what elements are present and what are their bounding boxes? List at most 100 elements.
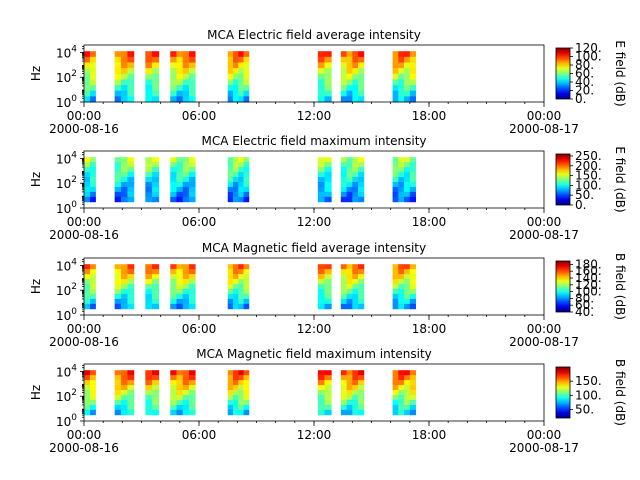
data-block: [227, 370, 250, 416]
heatmap-cell: [340, 385, 347, 391]
heatmap-cell: [227, 191, 234, 198]
heatmap-cell: [340, 370, 347, 376]
x-tick-time-label: 00:00: [527, 215, 562, 229]
heatmap-cell: [409, 96, 416, 103]
heatmap-cell: [176, 191, 184, 198]
heatmap-cell: [176, 172, 184, 178]
heatmap-cell: [238, 186, 244, 193]
heatmap-cell: [243, 385, 250, 391]
heatmap-cell: [392, 274, 399, 280]
heatmap-cell: [121, 162, 128, 168]
heatmap-cell: [346, 264, 353, 270]
heatmap-cell: [152, 90, 160, 97]
heatmap-cell: [409, 394, 416, 401]
heatmap-cell: [340, 167, 347, 173]
heatmap-cell: [90, 394, 96, 401]
heatmap-cell: [227, 274, 234, 280]
heatmap-cell: [346, 56, 353, 63]
heatmap-cell: [233, 394, 239, 401]
heatmap-cell: [170, 284, 177, 290]
heatmap-cell: [324, 177, 332, 183]
heatmap-cell: [352, 62, 359, 69]
heatmap-cell: [145, 177, 153, 183]
heatmap-cell: [352, 375, 359, 381]
heatmap-cell: [188, 298, 196, 305]
heatmap-cell: [233, 303, 239, 310]
heatmap-cell: [346, 79, 353, 86]
heatmap-cell: [84, 68, 91, 75]
heatmap-cell: [324, 404, 332, 411]
heatmap-cell: [346, 177, 353, 183]
heatmap-cell: [176, 62, 184, 69]
heatmap-cell: [170, 370, 177, 376]
heatmap-cell: [188, 162, 196, 168]
heatmap-cell: [152, 284, 160, 290]
heatmap-cell: [84, 56, 91, 63]
heatmap-cell: [182, 96, 190, 103]
heatmap-cell: [404, 303, 411, 310]
heatmap-cell: [170, 62, 177, 69]
heatmap-cell: [398, 399, 405, 406]
heatmap-cell: [404, 191, 411, 198]
heatmap-cell: [84, 279, 91, 285]
heatmap-cell: [152, 390, 160, 396]
heatmap-cell: [409, 288, 416, 295]
data-block: [317, 370, 332, 416]
heatmap-cell: [352, 96, 359, 103]
heatmap-cell: [404, 167, 411, 173]
heatmap-cell: [227, 399, 234, 406]
heatmap-cell: [127, 181, 135, 188]
heatmap-cell: [404, 73, 411, 80]
colorbar: 0.20.40.60.80.100.120. E field (dB): [555, 40, 627, 107]
heatmap-cell: [317, 73, 325, 80]
heatmap-cell: [176, 288, 184, 295]
heatmap-cell: [90, 274, 96, 280]
heatmap-cell: [152, 279, 160, 285]
heatmap-cell: [324, 293, 332, 300]
heatmap-cell: [145, 380, 153, 386]
heatmap-cell: [121, 51, 128, 58]
heatmap-cell: [188, 269, 196, 275]
heatmap-cell: [127, 404, 135, 411]
heatmap-cell: [233, 96, 239, 103]
colorbar-tick-label: 180.: [575, 257, 602, 271]
heatmap-cell: [398, 264, 405, 270]
heatmap-cell: [324, 284, 332, 290]
colorbar-tick-label: 50.: [575, 188, 594, 202]
heatmap-cell: [324, 390, 332, 396]
heatmap-cell: [227, 279, 234, 285]
heatmap-cell: [392, 96, 399, 103]
heatmap-cell: [84, 293, 91, 300]
heatmap-cell: [243, 191, 250, 198]
heatmap-cell: [340, 284, 347, 290]
heatmap-cell: [352, 85, 359, 92]
heatmap-cell: [324, 191, 332, 198]
heatmap-cell: [90, 172, 96, 178]
heatmap-cell: [340, 303, 347, 310]
heatmap-cell: [121, 157, 128, 163]
heatmap-cell: [170, 196, 177, 203]
heatmap-cell: [238, 162, 244, 168]
x-tick-time-label: 00:00: [67, 322, 102, 336]
heatmap-cell: [324, 51, 332, 58]
heatmap-cell: [182, 68, 190, 75]
heatmap-cell: [182, 162, 190, 168]
heatmap-cell: [340, 51, 347, 58]
heatmap-cell: [188, 56, 196, 63]
heatmap-cell: [182, 85, 190, 92]
heatmap-cell: [152, 186, 160, 193]
heatmap-cell: [233, 167, 239, 173]
heatmap-cell: [127, 385, 135, 391]
heatmap-cell: [90, 385, 96, 391]
heatmap-cell: [346, 293, 353, 300]
colorbar-tick-label: 120.: [575, 278, 602, 292]
heatmap-cell: [176, 85, 184, 92]
heatmap-cell: [127, 399, 135, 406]
heatmap-cell: [145, 62, 153, 69]
heatmap-cell: [340, 157, 347, 163]
heatmap-cell: [233, 186, 239, 193]
heatmap-cell: [340, 73, 347, 80]
heatmap-cell: [233, 181, 239, 188]
heatmap-cell: [352, 279, 359, 285]
heatmap-cell: [145, 186, 153, 193]
